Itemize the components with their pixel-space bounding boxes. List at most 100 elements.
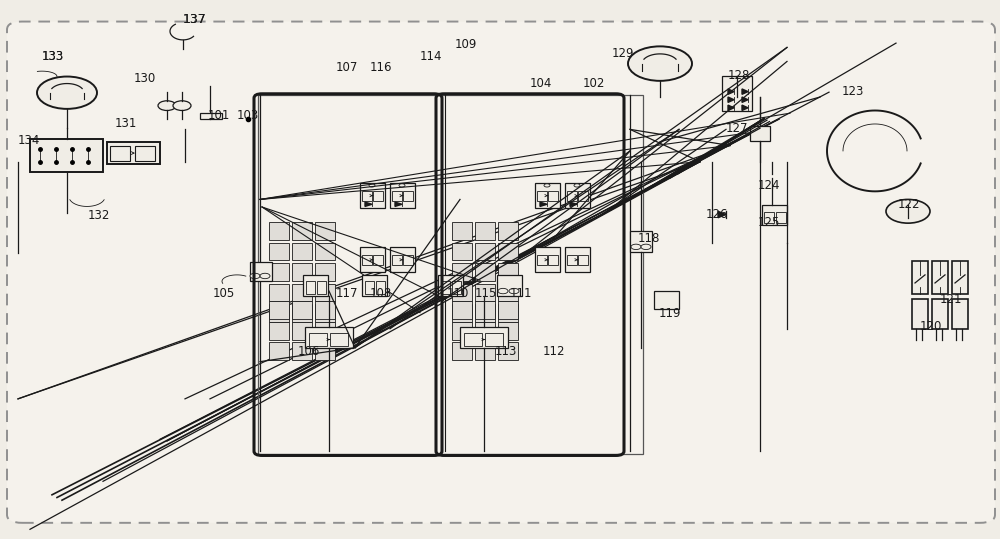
Text: 137: 137 — [183, 13, 207, 26]
Bar — [269, 342, 289, 360]
Bar — [498, 222, 518, 240]
Bar — [952, 299, 968, 329]
Text: 131: 131 — [115, 118, 137, 130]
Polygon shape — [365, 202, 372, 206]
Text: 132: 132 — [88, 209, 110, 222]
Bar — [475, 284, 495, 301]
Text: 102: 102 — [583, 77, 605, 90]
Circle shape — [173, 101, 191, 110]
Bar — [269, 284, 289, 301]
Text: 128: 128 — [728, 69, 750, 82]
Circle shape — [631, 244, 641, 250]
Text: 117: 117 — [336, 287, 358, 300]
Polygon shape — [540, 202, 547, 206]
Bar — [292, 301, 312, 319]
Bar — [360, 247, 385, 272]
Bar — [498, 284, 518, 301]
Text: 114: 114 — [420, 50, 442, 63]
Circle shape — [260, 273, 270, 279]
Bar — [578, 255, 588, 265]
Text: 134: 134 — [18, 134, 40, 147]
Bar — [315, 342, 335, 360]
Bar — [403, 255, 413, 265]
Bar — [452, 284, 472, 301]
Text: 133: 133 — [42, 50, 64, 63]
Bar — [452, 322, 472, 340]
Circle shape — [37, 77, 97, 109]
Circle shape — [399, 184, 405, 187]
Bar — [373, 191, 383, 201]
Bar — [365, 281, 374, 294]
Bar — [373, 255, 383, 265]
Bar — [535, 183, 560, 208]
Bar — [330, 333, 348, 346]
Bar — [303, 275, 328, 296]
Bar — [107, 142, 160, 164]
Bar — [654, 291, 679, 309]
Bar — [306, 281, 315, 294]
Bar — [250, 262, 272, 281]
Polygon shape — [718, 211, 726, 218]
Polygon shape — [395, 202, 402, 206]
Text: 104: 104 — [530, 77, 552, 90]
Bar — [497, 275, 522, 296]
Bar — [269, 243, 289, 260]
Bar — [776, 212, 786, 223]
Bar — [292, 304, 312, 322]
Bar — [475, 243, 495, 260]
Bar — [537, 255, 547, 265]
Bar — [498, 322, 518, 340]
Bar — [305, 327, 353, 348]
Text: 122: 122 — [898, 198, 920, 211]
Circle shape — [641, 244, 651, 250]
Bar — [362, 255, 372, 265]
FancyBboxPatch shape — [7, 22, 995, 523]
Bar — [315, 284, 335, 301]
Bar — [498, 342, 518, 360]
Bar — [269, 304, 289, 322]
Bar — [498, 304, 518, 322]
Bar — [567, 255, 577, 265]
Circle shape — [628, 46, 692, 81]
Bar — [452, 342, 472, 360]
Text: 127: 127 — [726, 122, 748, 135]
Text: 101: 101 — [208, 109, 230, 122]
Text: 116: 116 — [370, 61, 392, 74]
Bar — [315, 263, 335, 281]
Text: 130: 130 — [134, 72, 156, 85]
Bar — [438, 275, 463, 296]
Bar — [912, 261, 928, 294]
Bar — [390, 183, 415, 208]
Bar — [548, 255, 558, 265]
Circle shape — [886, 199, 930, 223]
Bar — [269, 301, 289, 319]
Bar — [269, 222, 289, 240]
Bar — [362, 275, 387, 296]
Bar — [452, 222, 472, 240]
Bar — [392, 191, 402, 201]
Bar — [360, 183, 385, 208]
Bar — [392, 255, 402, 265]
Text: 108: 108 — [370, 287, 392, 300]
Bar — [452, 304, 472, 322]
Bar — [292, 342, 312, 360]
Bar — [932, 261, 948, 294]
Bar — [452, 263, 472, 281]
Bar — [30, 139, 103, 172]
Bar — [764, 212, 774, 223]
Circle shape — [509, 288, 519, 294]
Circle shape — [369, 184, 375, 187]
Bar — [315, 222, 335, 240]
Text: 123: 123 — [842, 85, 864, 98]
Bar — [452, 301, 472, 319]
Bar — [565, 247, 590, 272]
Bar — [630, 231, 652, 252]
Bar — [317, 281, 326, 294]
Bar — [475, 222, 495, 240]
Bar — [498, 263, 518, 281]
Text: 113: 113 — [495, 345, 517, 358]
Polygon shape — [742, 97, 748, 102]
Polygon shape — [742, 105, 748, 110]
Bar — [475, 301, 495, 319]
Bar — [376, 281, 385, 294]
